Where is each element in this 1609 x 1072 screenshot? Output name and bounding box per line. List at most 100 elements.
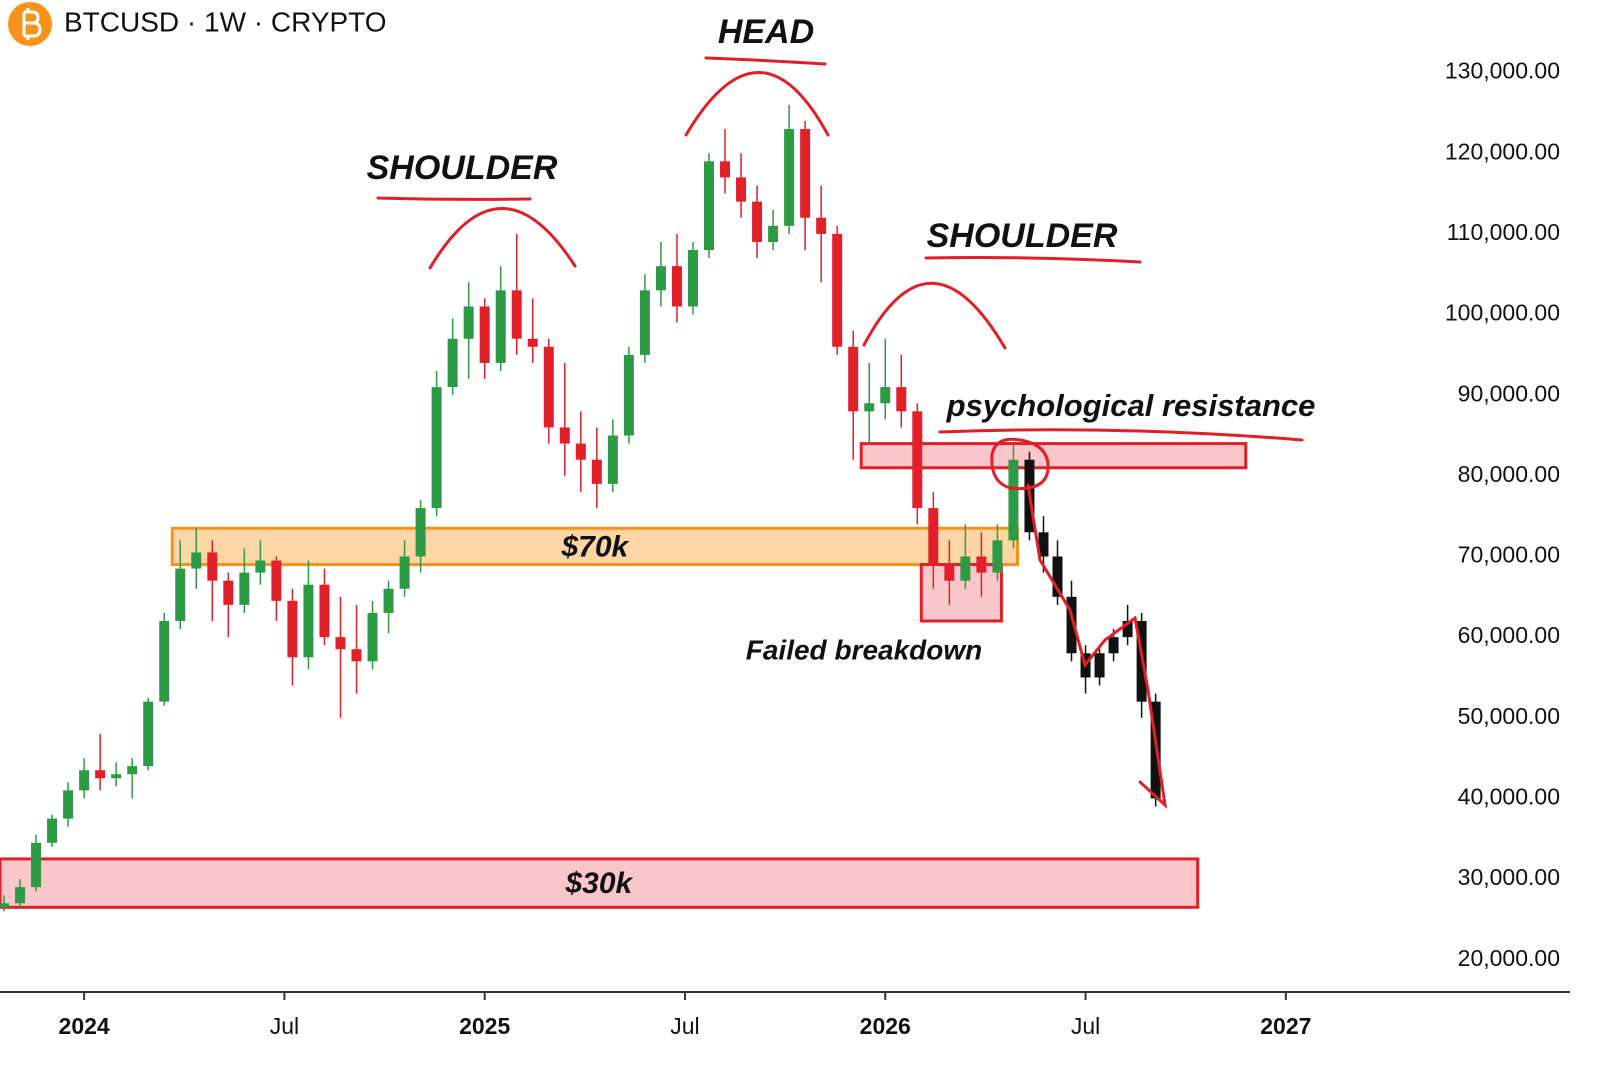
zone [0, 857, 1200, 909]
candle-body [976, 556, 987, 573]
candle-body [335, 637, 346, 650]
y-tick-label: 120,000.00 [1445, 138, 1560, 164]
candle-body [95, 770, 106, 779]
y-tick-label: 70,000.00 [1458, 542, 1560, 568]
candle-body [351, 649, 362, 662]
underline [704, 56, 827, 66]
arc [684, 71, 830, 137]
candle-body [31, 842, 42, 888]
candle-body [79, 770, 90, 791]
candle-body [687, 250, 698, 307]
candle-body [463, 306, 474, 339]
candle-body [1038, 532, 1049, 557]
zone [170, 526, 1019, 567]
candle-body [623, 354, 634, 436]
candle-body [720, 161, 731, 178]
y-tick-label: 50,000.00 [1458, 703, 1560, 729]
zone-label: $30k [564, 867, 633, 900]
candle-body [207, 552, 218, 581]
candle-body [639, 290, 650, 355]
y-tick-label: 40,000.00 [1458, 784, 1560, 810]
candle-body [896, 387, 907, 412]
zone [859, 442, 1248, 470]
candle-body [319, 584, 330, 638]
x-tick-label: Jul [1071, 1013, 1100, 1039]
candle-body [992, 540, 1003, 573]
candle-body [287, 600, 298, 658]
annotation: HEAD [718, 13, 814, 51]
candle-body [1122, 621, 1133, 638]
candle-body [559, 427, 570, 444]
bitcoin-icon-glyph [22, 8, 42, 40]
x-tick-label: 2026 [860, 1013, 911, 1039]
candle-body [1094, 653, 1105, 678]
candle-body [800, 129, 811, 218]
x-tick-label: 2027 [1260, 1013, 1311, 1039]
candle-body [0, 903, 10, 908]
candle-body [143, 701, 154, 767]
candle-body [495, 290, 506, 363]
annotation: psychological resistance [946, 388, 1316, 423]
candle-body [399, 556, 410, 589]
underline [938, 428, 1304, 442]
symbol-title: BTCUSD · 1W · CRYPTO [64, 6, 387, 37]
candle-body [671, 266, 682, 307]
candle-body [928, 508, 939, 565]
annotation: SHOULDER [927, 217, 1118, 255]
candle-body [191, 552, 202, 569]
y-tick-label: 20,000.00 [1458, 945, 1560, 971]
y-tick-label: 110,000.00 [1447, 219, 1560, 245]
candle-body [479, 306, 490, 363]
y-tick-label: 60,000.00 [1458, 622, 1560, 648]
candle-body [543, 346, 554, 428]
candle-body [912, 411, 923, 509]
hand-drawings [376, 56, 1304, 809]
candle-body [447, 338, 458, 388]
candle-body [784, 129, 795, 226]
circle [990, 437, 1050, 491]
candle-body [111, 774, 122, 779]
candle-body [415, 508, 426, 557]
x-tick-label: Jul [670, 1013, 699, 1039]
underline [376, 196, 532, 201]
arc [428, 207, 577, 270]
candle-body [527, 338, 538, 347]
y-tick-label: 100,000.00 [1445, 300, 1560, 326]
x-tick-label: 2024 [59, 1013, 110, 1039]
candle-body [367, 612, 378, 662]
candle-body [752, 201, 763, 242]
zone-label: $70k [560, 530, 629, 563]
candle-body [63, 790, 74, 819]
x-tick-label: Jul [270, 1013, 299, 1039]
candle-body [223, 580, 234, 605]
candle-body [880, 387, 891, 404]
candle-body [15, 887, 26, 904]
candle-body [271, 560, 282, 601]
candle-body [159, 621, 170, 702]
candle-body [575, 443, 586, 460]
candle-body [1108, 637, 1119, 654]
underline [924, 256, 1142, 264]
projection-path [1026, 483, 1168, 809]
arc [862, 281, 1007, 350]
candle-body [607, 435, 618, 484]
candles [0, 104, 1161, 912]
zones: $70k $30k [0, 442, 1248, 909]
candle-body [1066, 596, 1077, 654]
candle-body [303, 584, 314, 658]
candle-body [960, 556, 971, 581]
candle-body [47, 818, 58, 843]
candle-body [127, 766, 138, 775]
candle-body [591, 459, 602, 484]
candle-body [655, 266, 666, 291]
candle-body [383, 588, 394, 613]
candle-body [832, 233, 843, 347]
candle-body [431, 387, 442, 509]
candle-body [736, 177, 747, 202]
candle-body [704, 161, 715, 251]
annotation: SHOULDER [367, 149, 558, 187]
candle-body [944, 564, 955, 581]
candle-body [864, 403, 875, 412]
candle-body [768, 225, 779, 242]
